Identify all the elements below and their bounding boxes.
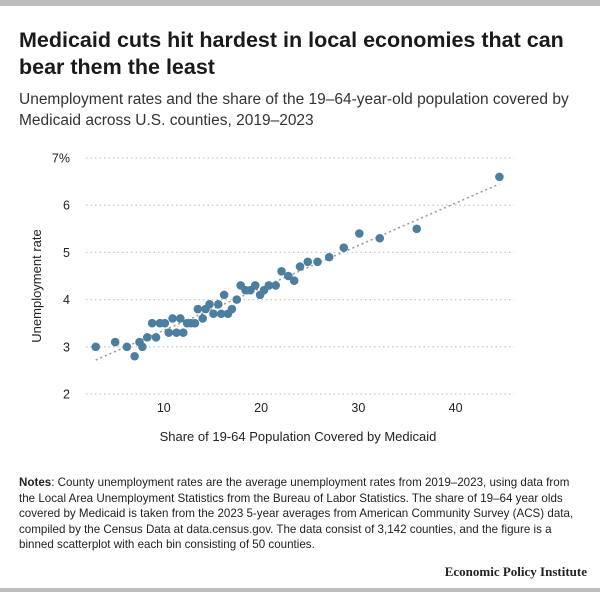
data-point [289,276,299,286]
data-point [313,257,322,267]
y-axis-label: Unemployment rate [29,229,44,342]
notes-text: : County unemployment rates are the aver… [19,476,574,552]
data-point [198,314,208,323]
data-point [412,224,422,234]
y-tick-label: 4 [63,293,70,307]
data-point [172,328,181,337]
data-point [110,337,120,347]
data-point [209,309,218,319]
data-point [151,333,161,342]
data-point [216,309,226,319]
y-tick-label: 2 [63,388,70,402]
data-point [190,318,200,328]
data-point [324,252,334,262]
x-tick-label: 30 [351,401,365,415]
y-tick-label: 6 [63,199,70,213]
data-point [219,290,229,300]
chart-title: Medicaid cuts hit hardest in local econo… [19,28,564,79]
notes-label: Notes [19,476,52,489]
data-point [271,281,280,290]
data-point [355,229,364,238]
data-point [164,328,173,337]
y-tick-label: 3 [63,340,70,354]
data-point [232,295,242,304]
x-tick-labels: 10 20 30 40 [157,401,463,415]
data-points [91,172,504,361]
data-point [495,172,504,182]
data-point [205,300,214,309]
notes: Notes: County unemployment rates are the… [19,475,585,553]
bottom-bar [0,588,600,592]
y-tick-labels: 2 3 4 5 6 7% [52,152,70,402]
x-tick-label: 40 [449,401,463,415]
data-point [375,233,385,243]
data-point [339,243,349,252]
data-point [138,342,147,352]
gridlines [86,157,514,395]
data-point [250,281,260,290]
y-tick-label: 5 [63,246,70,260]
x-tick-label: 10 [157,401,171,415]
data-point [130,351,139,361]
data-point [122,342,132,352]
source-credit: Economic Policy Institute [444,564,587,579]
data-point [91,342,101,352]
data-point [176,314,185,323]
data-point [142,333,152,342]
data-point [303,257,313,267]
data-point [213,300,223,309]
chart-subtitle: Unemployment rates and the share of the … [19,91,569,129]
data-point [147,318,157,328]
data-point [277,266,286,276]
data-point [264,281,274,290]
data-point [160,318,170,328]
data-point [168,314,177,323]
y-tick-label: 7% [52,152,70,166]
scatter-chart: 2 3 4 5 6 7% 10 20 30 40 Unemployment rate Share… [29,152,514,444]
top-bar [0,0,600,6]
data-point [295,262,305,271]
data-point [227,304,237,314]
data-point [178,328,188,337]
data-point [193,304,203,314]
x-axis-label: Share of 19-64 Population Covered by Med… [160,429,437,444]
trend-line [95,183,500,361]
data-point [284,271,293,281]
x-tick-label: 20 [254,401,268,415]
